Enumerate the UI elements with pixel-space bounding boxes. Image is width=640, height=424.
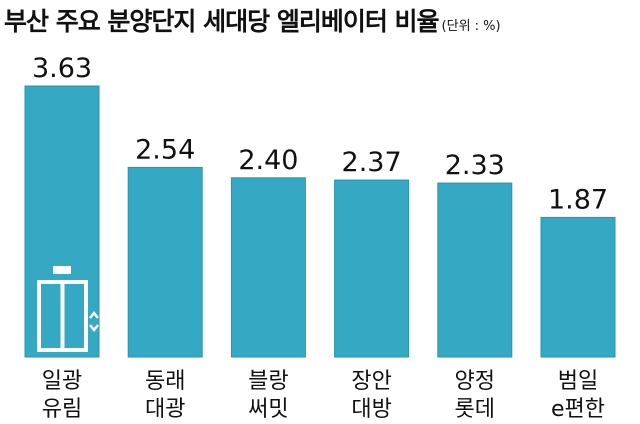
chart-title: 부산 주요 분양단지 세대당 엘리베이터 비율 bbox=[4, 7, 440, 36]
category-label: 양정 bbox=[455, 369, 495, 394]
category-label: 써밋 bbox=[248, 397, 288, 422]
category-label: 롯데 bbox=[455, 397, 495, 422]
chart-title-row: 부산 주요 분양단지 세대당 엘리베이터 비율 (단위 : %) bbox=[4, 2, 501, 38]
elevator-up-arrow-icon bbox=[89, 310, 99, 319]
bar bbox=[437, 182, 513, 358]
category-label: 유림 bbox=[42, 397, 82, 422]
category-label: 동래 bbox=[145, 369, 185, 394]
unit-label: (단위 : %) bbox=[441, 19, 501, 34]
category-label: 일광 bbox=[42, 369, 82, 394]
elevator-indicator-icon bbox=[53, 266, 71, 274]
category-label: 범일 bbox=[558, 369, 598, 394]
value-label: 1.87 bbox=[548, 184, 608, 215]
value-label: 3.63 bbox=[32, 53, 92, 84]
value-label: 2.40 bbox=[238, 145, 298, 176]
bar bbox=[127, 166, 203, 358]
bar bbox=[540, 216, 616, 358]
bar bbox=[334, 179, 410, 358]
elevator-down-arrow-icon bbox=[89, 324, 99, 333]
category-label: e편한 bbox=[551, 397, 605, 422]
category-label: 대광 bbox=[145, 397, 185, 422]
bar bbox=[230, 177, 306, 358]
value-label: 2.54 bbox=[135, 134, 195, 165]
category-label: 대방 bbox=[351, 397, 391, 422]
value-label: 2.37 bbox=[342, 147, 402, 178]
category-label: 장안 bbox=[351, 369, 391, 394]
value-label: 2.33 bbox=[445, 150, 505, 181]
category-label: 블랑 bbox=[248, 369, 288, 394]
